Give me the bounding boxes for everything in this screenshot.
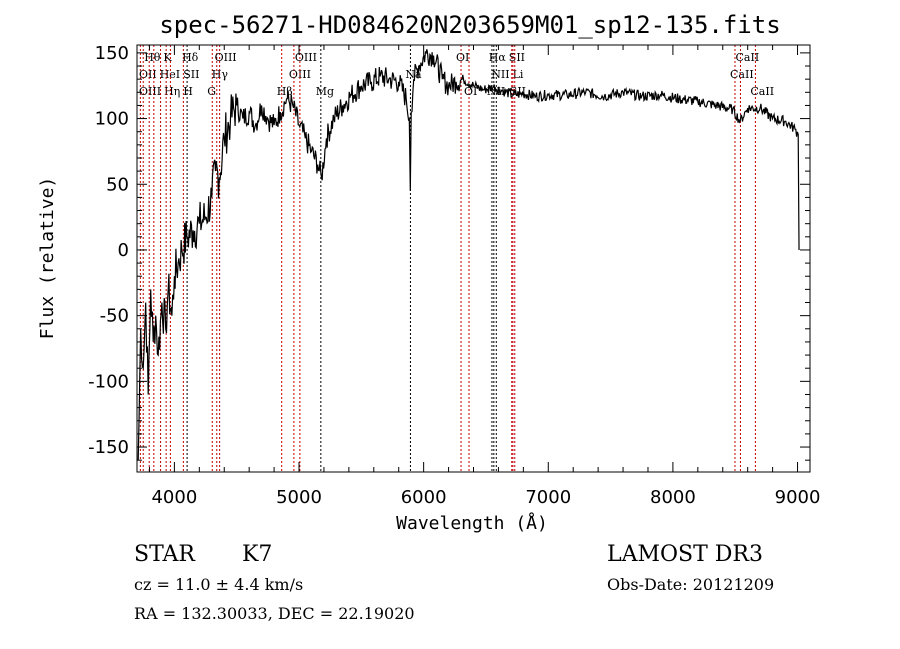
line-marker-label: CaII [736, 51, 760, 64]
line-marker-label: SII [509, 51, 525, 64]
line-marker-label: Hδ [182, 51, 199, 64]
line-marker-label: OI [464, 85, 477, 98]
line-marker-label: Hβ [277, 85, 293, 98]
axes: 4000 5000 6000 7000 8000 9000 -150 -100 -50 0 50 10… [88, 43, 820, 508]
line-marker-label: CaII [750, 85, 774, 98]
line-marker-label: H [183, 85, 193, 98]
x-axis-label: Wavelength (Å) [396, 512, 548, 534]
line-marker-label: OIII [139, 85, 161, 98]
y-tick-label: 50 [106, 174, 129, 195]
line-marker-label: G [207, 85, 216, 98]
line-marker-label: K [163, 51, 172, 64]
chart-title: spec-56271-HD084620N203659M01_sp12-135.f… [159, 11, 780, 39]
y-tick-label: 150 [95, 43, 129, 64]
line-marker-label: OIII [215, 51, 237, 64]
line-marker-label: OIII [295, 51, 317, 64]
line-marker-label: Mg [316, 85, 334, 98]
line-markers: OIIOIIIHθHηHeIKHSIIHδGHγOIIIHβOIIIOIIIMg… [139, 45, 774, 472]
line-marker-label: NII [491, 68, 509, 81]
survey-label: LAMOST DR3 [607, 542, 763, 567]
line-marker-label: Li [513, 68, 524, 81]
coordinates: RA = 132.30033, DEC = 22.19020 [134, 604, 415, 623]
y-tick-label: -150 [88, 437, 129, 458]
line-marker-label: CaII [730, 68, 754, 81]
y-axis-label: Flux (relative) [37, 177, 58, 340]
x-tick-label: 8000 [650, 487, 696, 508]
object-class: STAR [134, 542, 196, 567]
line-marker-label: Hα [489, 51, 507, 64]
x-tick-label: 4000 [151, 487, 197, 508]
y-tick-label: -100 [88, 371, 129, 392]
y-tick-label: 0 [118, 240, 129, 261]
spectrum-series [137, 49, 800, 461]
x-tick-label: 9000 [775, 487, 821, 508]
obs-date: Obs-Date: 20121209 [607, 575, 774, 594]
redshift-text: cz = 11.0 ± 4.4 km/s [134, 575, 303, 594]
object-subclass: K7 [242, 542, 272, 567]
x-tick-label: 5000 [276, 487, 322, 508]
line-marker-label: Hθ [144, 51, 161, 64]
line-marker-label: Hη [164, 85, 180, 98]
line-marker-label: SII [183, 68, 199, 81]
y-tick-label: 100 [95, 109, 129, 130]
x-tick-label: 7000 [525, 487, 571, 508]
spectrum-line [137, 49, 800, 461]
x-tick-label: 6000 [401, 487, 447, 508]
line-marker-label: OI [456, 51, 469, 64]
y-tick-label: -50 [100, 306, 129, 327]
